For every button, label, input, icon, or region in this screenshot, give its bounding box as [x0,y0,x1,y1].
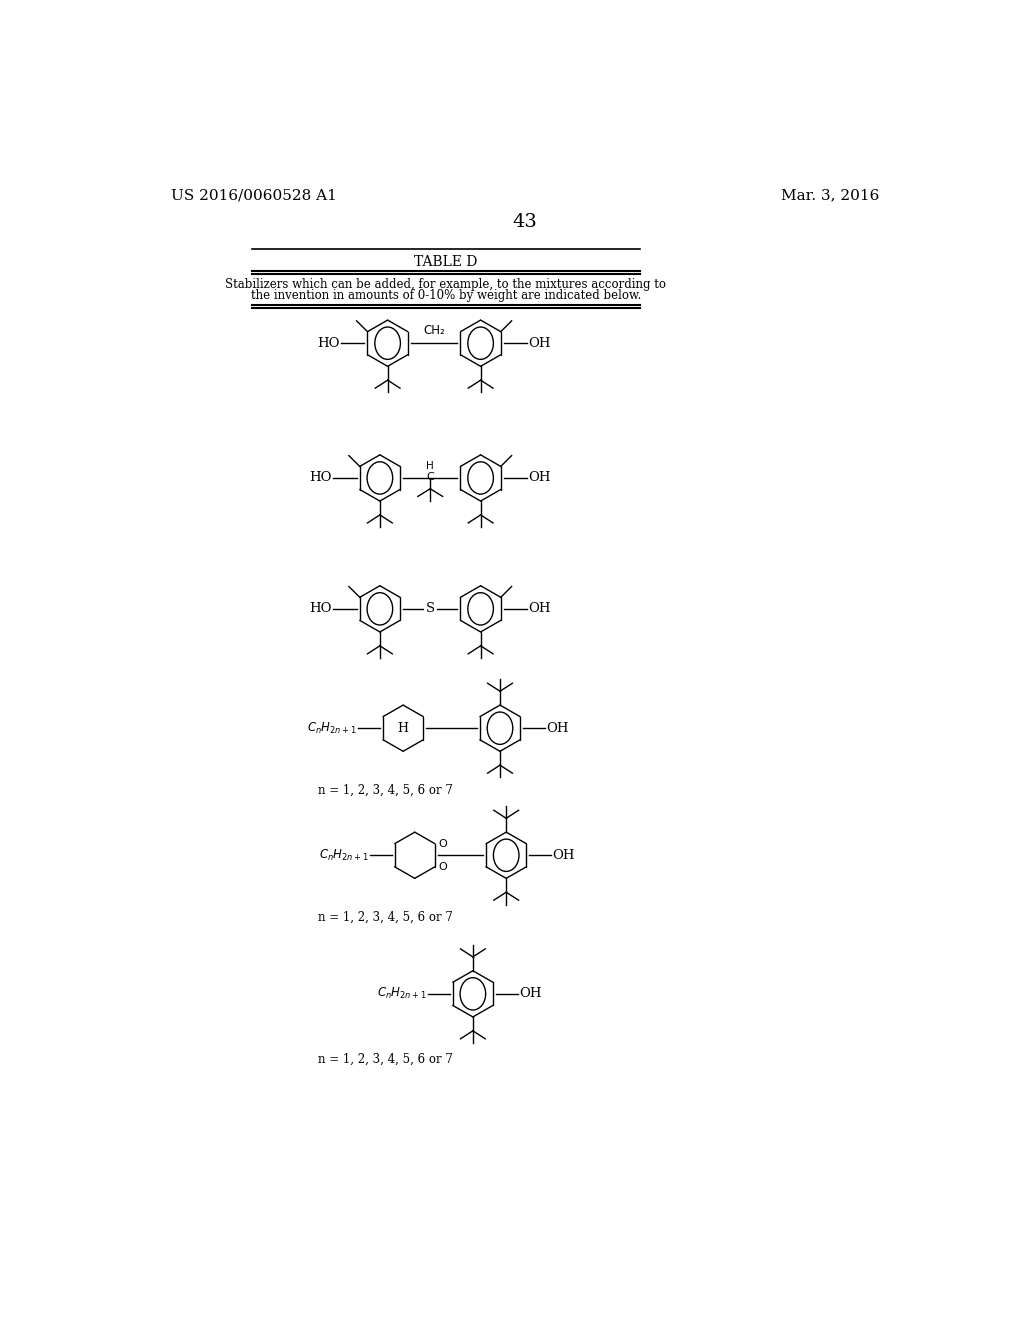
Text: HO: HO [317,337,340,350]
Text: OH: OH [519,987,542,1001]
Text: HO: HO [309,471,332,484]
Text: $C_nH_{2n+1}$: $C_nH_{2n+1}$ [377,986,426,1002]
Text: n = 1, 2, 3, 4, 5, 6 or 7: n = 1, 2, 3, 4, 5, 6 or 7 [317,783,453,796]
Text: O: O [438,838,447,849]
Text: CH₂: CH₂ [423,323,445,337]
Text: n = 1, 2, 3, 4, 5, 6 or 7: n = 1, 2, 3, 4, 5, 6 or 7 [317,1053,453,1065]
Text: S: S [426,602,435,615]
Text: O: O [438,862,447,871]
Text: $C_nH_{2n+1}$: $C_nH_{2n+1}$ [307,721,356,735]
Text: C: C [426,473,434,482]
Text: n = 1, 2, 3, 4, 5, 6 or 7: n = 1, 2, 3, 4, 5, 6 or 7 [317,911,453,924]
Text: 43: 43 [512,213,538,231]
Text: OH: OH [528,471,551,484]
Text: H: H [426,461,434,471]
Text: OH: OH [528,602,551,615]
Text: $C_nH_{2n+1}$: $C_nH_{2n+1}$ [318,847,369,863]
Text: Stabilizers which can be added, for example, to the mixtures according to: Stabilizers which can be added, for exam… [225,279,667,292]
Text: US 2016/0060528 A1: US 2016/0060528 A1 [171,189,337,202]
Text: the invention in amounts of 0-10% by weight are indicated below.: the invention in amounts of 0-10% by wei… [251,289,641,302]
Text: OH: OH [528,337,551,350]
Text: H: H [397,722,409,735]
Text: HO: HO [309,602,332,615]
Text: TABLE D: TABLE D [414,255,477,268]
Text: Mar. 3, 2016: Mar. 3, 2016 [780,189,879,202]
Text: OH: OH [547,722,569,735]
Text: OH: OH [553,849,575,862]
